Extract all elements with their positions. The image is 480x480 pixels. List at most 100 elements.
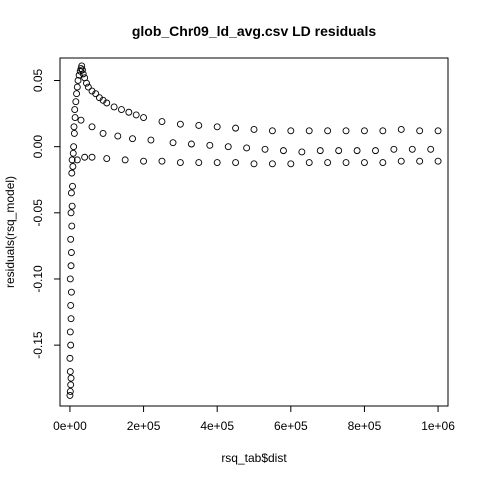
data-point — [372, 147, 379, 155]
data-point — [305, 159, 313, 166]
data-point — [298, 148, 306, 156]
data-point — [147, 136, 155, 144]
data-point — [118, 106, 125, 114]
data-point — [83, 79, 90, 87]
data-point — [434, 127, 442, 135]
data-point — [243, 144, 251, 152]
data-point — [69, 182, 76, 190]
data-point — [66, 391, 74, 399]
data-point — [195, 122, 203, 129]
data-point — [129, 135, 136, 143]
x-axis-label: rsq_tab$dist — [221, 451, 287, 465]
data-point — [67, 249, 75, 256]
data-point — [158, 118, 166, 125]
data-point — [250, 126, 258, 133]
data-point — [69, 163, 77, 170]
x-tick-label: 6e+05 — [274, 419, 308, 433]
data-point — [342, 159, 350, 166]
data-point — [67, 315, 75, 323]
data-point — [390, 145, 398, 153]
data-point — [70, 129, 78, 137]
data-point — [324, 159, 332, 166]
data-point — [427, 145, 435, 153]
y-tick-label: -0.15 — [31, 331, 45, 359]
data-point — [67, 301, 75, 309]
data-point — [187, 140, 195, 148]
data-point — [73, 90, 81, 98]
data-point — [68, 222, 76, 230]
data-point — [125, 108, 133, 116]
data-point — [81, 153, 89, 161]
data-point — [224, 143, 232, 151]
data-point — [99, 129, 107, 137]
data-point — [71, 106, 79, 114]
x-tick-label: 8e+05 — [348, 419, 382, 433]
data-point — [114, 132, 122, 140]
data-point — [73, 156, 81, 164]
data-point — [379, 127, 387, 135]
data-point — [103, 99, 111, 107]
x-axis: 0e+00 2e+05 4e+05 6e+05 8e+05 1e+06 — [53, 405, 455, 433]
data-point — [268, 127, 276, 135]
data-point — [342, 127, 350, 135]
data-point — [67, 189, 75, 197]
data-point — [66, 387, 74, 395]
y-tick-label: -0.10 — [31, 265, 45, 293]
data-point — [169, 139, 177, 147]
data-point — [78, 62, 86, 70]
data-point — [379, 159, 387, 166]
data-point — [73, 83, 81, 91]
data-point — [121, 156, 129, 164]
data-point — [66, 328, 74, 336]
data-point — [68, 156, 76, 164]
data-point — [287, 160, 295, 168]
data-point — [268, 160, 276, 168]
data-point — [66, 275, 74, 283]
data-point — [213, 159, 221, 166]
data-point — [335, 147, 343, 155]
y-tick-label: 0.00 — [31, 135, 45, 159]
data-point — [305, 127, 313, 135]
data-point — [79, 70, 87, 78]
chart-title: glob_Chr09_ld_avg.csv LD residuals — [132, 23, 377, 39]
data-point — [92, 90, 100, 98]
data-point — [397, 157, 405, 165]
data-point — [158, 157, 166, 165]
data-point — [397, 126, 405, 133]
data-point — [88, 123, 96, 131]
data-point — [66, 354, 74, 362]
data-point — [250, 160, 258, 168]
data-point — [84, 83, 92, 91]
data-point — [195, 159, 203, 166]
data-point — [67, 374, 75, 382]
y-axis: 0.05 0.00 -0.05 -0.10 -0.15 — [31, 68, 61, 359]
data-point — [70, 123, 78, 131]
data-point — [67, 235, 75, 243]
data-point — [67, 262, 75, 270]
data-point — [70, 143, 78, 151]
data-point — [103, 155, 111, 163]
data-point — [74, 77, 82, 84]
x-tick-label: 2e+05 — [127, 419, 161, 433]
data-point — [69, 149, 77, 157]
data-point — [75, 71, 83, 79]
data-point — [79, 66, 86, 74]
data-point — [140, 114, 148, 121]
data-point — [360, 127, 368, 135]
data-point — [132, 111, 140, 119]
data-point — [67, 288, 75, 296]
data-point — [68, 169, 76, 177]
data-point — [416, 157, 424, 165]
data-point — [232, 124, 240, 132]
data-point — [213, 123, 221, 131]
data-point — [110, 103, 118, 111]
data-point — [66, 368, 74, 376]
data-point — [176, 159, 184, 166]
data-point — [353, 147, 361, 155]
data-point — [67, 381, 75, 389]
data-point — [67, 209, 75, 217]
data-point — [68, 202, 76, 210]
data-point — [360, 159, 368, 166]
data-point — [324, 127, 332, 135]
